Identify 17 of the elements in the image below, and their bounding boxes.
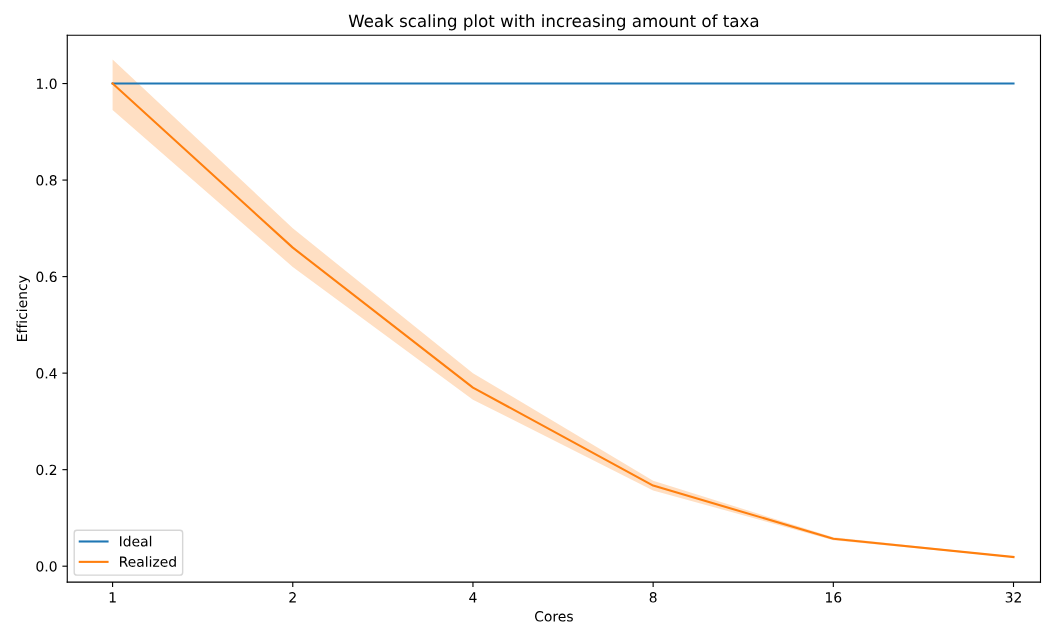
x-tick-label: 8 bbox=[649, 592, 657, 603]
y-axis-title: Efficiency bbox=[16, 275, 30, 341]
y-tick-label: 1.0 bbox=[36, 78, 57, 90]
x-tick-label: 4 bbox=[469, 592, 477, 603]
x-tick-label: 32 bbox=[1005, 592, 1021, 603]
legend-label: Realized bbox=[120, 556, 176, 567]
legend-label: Ideal bbox=[120, 535, 152, 547]
x-tick-label: 1 bbox=[109, 592, 116, 603]
x-tick-label: 2 bbox=[289, 592, 296, 603]
y-tick-label: 0.2 bbox=[36, 464, 57, 476]
y-tick-label: 0.0 bbox=[36, 561, 57, 572]
y-tick-label: 0.4 bbox=[36, 368, 57, 379]
x-tick-label: 16 bbox=[826, 592, 842, 603]
y-tick-label: 0.8 bbox=[36, 175, 57, 186]
x-axis-title: Cores bbox=[534, 611, 573, 622]
y-tick-label: 0.6 bbox=[36, 271, 57, 283]
chart-title: Weak scaling plot with increasing amount of taxa bbox=[348, 14, 759, 31]
